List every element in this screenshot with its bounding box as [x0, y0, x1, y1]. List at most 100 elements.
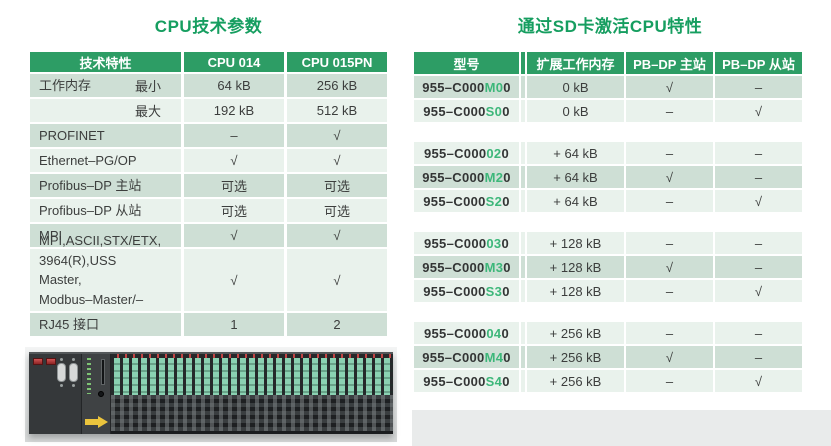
- model-code-text: M4: [484, 349, 504, 365]
- qualifier-label: 最小: [134, 79, 161, 94]
- io-base-rail: [111, 431, 393, 434]
- pbdp-master-value-cell: –: [626, 322, 713, 344]
- table-row: 955–C000 04 0 + 256 kB – –: [414, 322, 806, 344]
- model-group: 955–C000 02 0 + 64 kB – –955–C000 M2 0 + 64 kB √ –…: [414, 142, 806, 212]
- left-table-header-row: 技术特性 CPU 014 CPU 015PN: [30, 52, 387, 72]
- table-row: 工作内存 最小 64 kB 256 kB: [30, 74, 387, 97]
- column-divider: [521, 280, 525, 302]
- column-divider: [521, 166, 525, 188]
- model-cell: 955–C000 M2 0: [414, 166, 519, 188]
- model-prefix-text: 955–C000: [424, 325, 487, 341]
- model-cell: 955–C000 S3 0: [414, 280, 519, 302]
- cpu015pn-value-cell: √: [287, 224, 387, 247]
- memory-value-cell: + 128 kB: [527, 232, 624, 254]
- io-module-strip: [111, 354, 393, 434]
- feature-cell: MPI,ASCII,STX/ETX, 3964(R),USS Master, M…: [30, 233, 181, 326]
- table-row: 最大 192 kB 512 kB: [30, 99, 387, 122]
- feature-cell: PROFINET: [30, 124, 181, 147]
- cpu014-value-cell: √: [184, 224, 284, 247]
- memory-value-cell: + 256 kB: [527, 370, 624, 392]
- model-cell: 955–C000 03 0: [414, 232, 519, 254]
- model-suffix-text: 0: [501, 145, 509, 161]
- pbdp-slave-value-cell: –: [715, 142, 802, 164]
- cpu014-value-cell: –: [184, 124, 284, 147]
- model-prefix-text: 955–C000: [423, 373, 486, 389]
- model-code-text: M0: [484, 79, 504, 95]
- cpu015pn-value-cell: 可选: [287, 199, 387, 222]
- table-row: PROFINET – √: [30, 124, 387, 147]
- table-row: 955–C000 M2 0 + 64 kB √ –: [414, 166, 806, 188]
- model-code-text: 02: [486, 145, 502, 161]
- feature-label: Profibus–DP 主站: [39, 177, 142, 193]
- table-row: Profibus–DP 主站 可选 可选: [30, 174, 387, 197]
- model-suffix-text: 0: [503, 349, 511, 365]
- model-suffix-text: 0: [501, 235, 509, 251]
- model-suffix-text: 0: [502, 103, 510, 119]
- mode-selector-knob: [98, 391, 104, 397]
- feature-cell: 工作内存 最小: [30, 74, 181, 97]
- table-row: MPI √ √: [30, 224, 387, 247]
- io-wiring-terminals: [111, 395, 393, 431]
- pbdp-slave-value-cell: –: [715, 166, 802, 188]
- connector-port-icon: [57, 358, 66, 387]
- cpu015pn-value-cell: 512 kB: [287, 99, 387, 122]
- model-code-text: S3: [485, 283, 503, 299]
- feature-cell: 最大: [30, 99, 181, 122]
- pbdp-master-value-cell: √: [626, 166, 713, 188]
- status-display-icon: [33, 358, 43, 365]
- model-cell: 955–C000 S0 0: [414, 100, 519, 122]
- model-prefix-text: 955–C000: [423, 103, 486, 119]
- memory-value-cell: + 64 kB: [527, 142, 624, 164]
- feature-label: Profibus–DP 从站: [39, 202, 142, 218]
- cpu015pn-value-cell: 256 kB: [287, 74, 387, 97]
- feature-cell: Profibus–DP 主站: [30, 174, 181, 197]
- column-divider: [521, 346, 525, 368]
- io-terminal-blocks: [111, 358, 393, 395]
- column-divider: [521, 100, 525, 122]
- cpu014-value-cell: 1: [184, 313, 284, 336]
- table-row: 955–C000 M4 0 + 256 kB √ –: [414, 346, 806, 368]
- model-prefix-text: 955–C000: [422, 79, 485, 95]
- model-prefix-text: 955–C000: [423, 193, 486, 209]
- column-divider: [521, 52, 525, 74]
- plc-product-photo: [25, 347, 397, 442]
- cpu-side-panel: [81, 354, 111, 434]
- feature-cell: MPI: [30, 224, 181, 247]
- memory-value-cell: + 256 kB: [527, 346, 624, 368]
- model-code-text: 04: [486, 325, 502, 341]
- column-divider: [521, 142, 525, 164]
- column-divider: [521, 76, 525, 98]
- pbdp-master-value-cell: –: [626, 232, 713, 254]
- feature-label: PROFINET: [39, 127, 105, 143]
- feature-label: MPI: [39, 227, 63, 243]
- table-row: 955–C000 S3 0 + 128 kB – √: [414, 280, 806, 302]
- model-code-text: M3: [484, 259, 504, 275]
- pbdp-master-value-cell: –: [626, 190, 713, 212]
- model-code-text: M2: [484, 169, 504, 185]
- cpu015pn-value-cell: √: [287, 124, 387, 147]
- column-header-pbdp-slave: PB–DP 从站: [715, 52, 802, 74]
- cpu015pn-value-cell: 2: [287, 313, 387, 336]
- memory-value-cell: + 128 kB: [527, 280, 624, 302]
- pbdp-slave-value-cell: –: [715, 232, 802, 254]
- pbdp-slave-value-cell: –: [715, 76, 802, 98]
- column-header-pbdp-master: PB–DP 主站: [626, 52, 713, 74]
- model-cell: 955–C000 S2 0: [414, 190, 519, 212]
- model-group: 955–C000 M0 0 0 kB √ –955–C000 S0 0 0 kB – √: [414, 76, 806, 122]
- model-code-text: S4: [485, 373, 503, 389]
- model-prefix-text: 955–C000: [424, 235, 487, 251]
- memory-value-cell: 0 kB: [527, 76, 624, 98]
- pbdp-slave-value-cell: –: [715, 322, 802, 344]
- column-divider: [521, 190, 525, 212]
- column-divider: [521, 256, 525, 278]
- model-suffix-text: 0: [502, 193, 510, 209]
- cpu-spec-table: 技术特性 CPU 014 CPU 015PN 工作内存 最小 64 kB 256 kB…: [30, 52, 387, 338]
- model-cell: 955–C000 02 0: [414, 142, 519, 164]
- model-cell: 955–C000 M4 0: [414, 346, 519, 368]
- model-cell: 955–C000 04 0: [414, 322, 519, 344]
- feature-cell: Ethernet–PG/OP: [30, 149, 181, 172]
- model-suffix-text: 0: [501, 325, 509, 341]
- feature-label: MPI,ASCII,STX/ETX, 3964(R),USS Master, M…: [39, 233, 162, 326]
- model-prefix-text: 955–C000: [424, 145, 487, 161]
- model-code-text: S0: [485, 103, 503, 119]
